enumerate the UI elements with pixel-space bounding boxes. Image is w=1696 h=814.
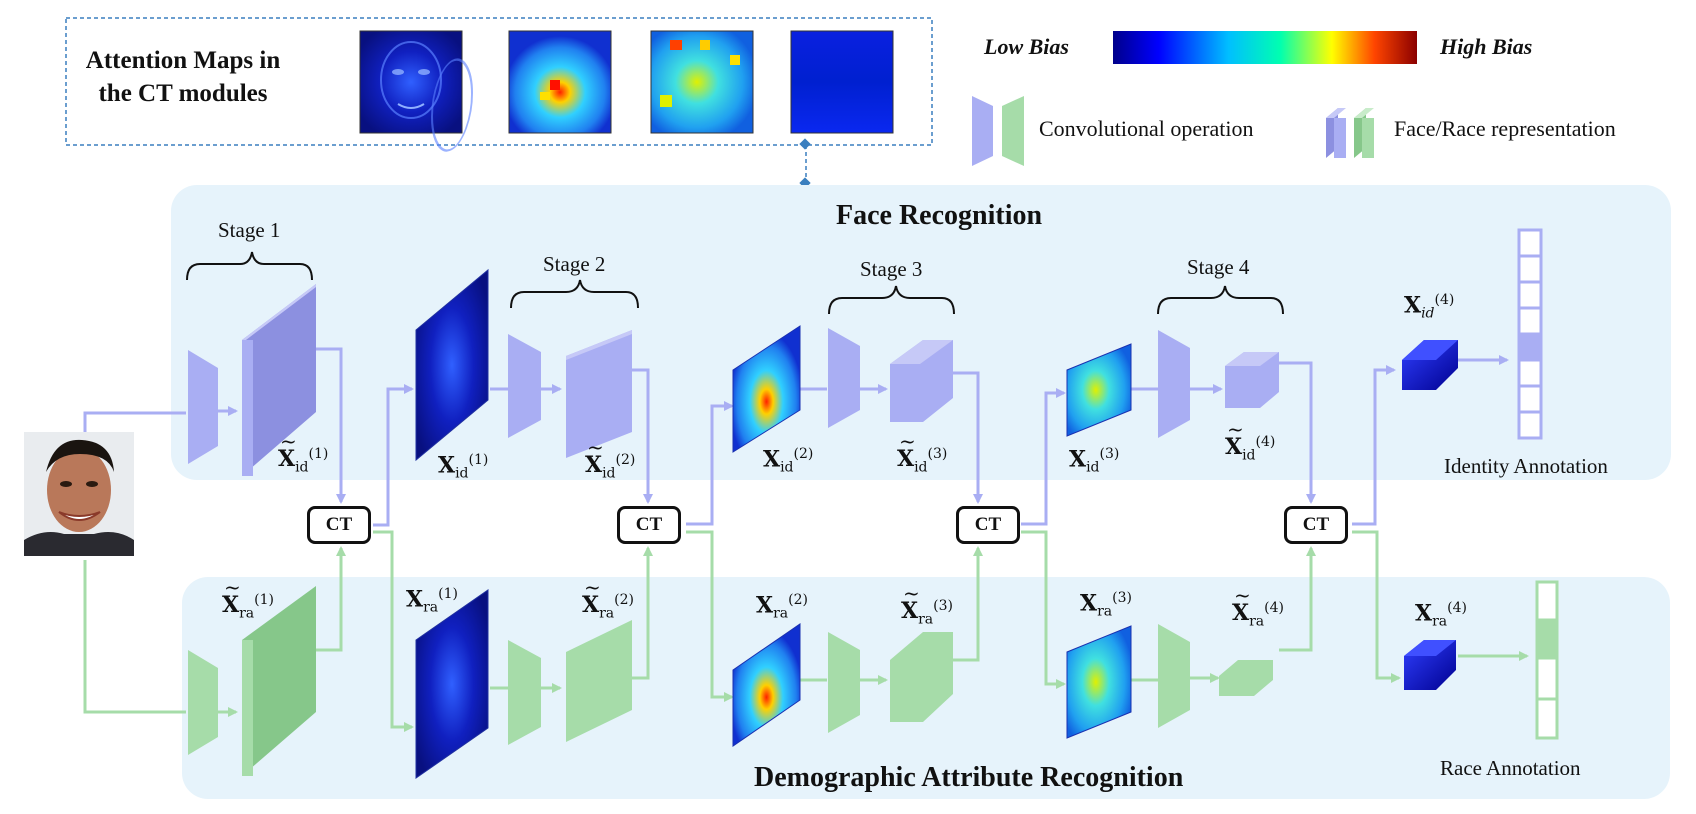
label-xtilde-1-id: Xid(1) <box>278 429 328 475</box>
stage-3-label: Stage 3 <box>860 257 923 281</box>
attention-map-2 <box>508 30 612 134</box>
identity-annotation-vector <box>1517 228 1543 440</box>
stage1-brace <box>186 251 313 281</box>
conv2-ra <box>508 640 541 745</box>
race-annotation-vector <box>1535 580 1559 740</box>
ct-module-4: CT <box>1284 506 1348 544</box>
stage2-brace <box>510 279 639 309</box>
ct-module-1: CT <box>307 506 371 544</box>
block1-ra <box>242 586 316 776</box>
conv4-id <box>1158 330 1190 438</box>
face-photo-icon <box>24 432 134 556</box>
label-xtilde-3-id: Xid(3) <box>897 429 947 475</box>
label-x-2-id: Xid(2) <box>763 446 814 476</box>
label-xtilde-2-id: Xid(2) <box>585 435 635 481</box>
label-xtilde-2-ra: Xra(2) <box>582 575 634 621</box>
conv-green-icon <box>1002 96 1024 166</box>
race-annotation-label: Race Annotation <box>1440 756 1581 780</box>
ct-module-2: CT <box>617 506 681 544</box>
block3-id <box>890 340 953 422</box>
demographic-title: Demographic Attribute Recognition <box>754 762 1184 793</box>
heatmap-x2-id <box>732 325 801 453</box>
conv1-ra <box>188 650 218 755</box>
conv4-ra <box>1158 624 1190 728</box>
label-xtilde-3-ra: Xra(3) <box>901 581 953 627</box>
attention-map-3 <box>650 30 754 134</box>
ct-module-3: CT <box>956 506 1020 544</box>
rep-green-icon <box>1354 108 1374 158</box>
stage-4-label: Stage 4 <box>1187 255 1250 279</box>
input-to-conv1-ra <box>83 560 186 714</box>
label-x-4-id: Xid(4) <box>1404 292 1455 322</box>
block2-id <box>566 330 632 458</box>
rep-legend-label: Face/Race representation <box>1394 116 1616 141</box>
high-bias-label: High Bias <box>1440 34 1533 59</box>
stage-1-label: Stage 1 <box>218 218 281 242</box>
low-bias-label: Low Bias <box>984 34 1069 59</box>
label-x-1-id: Xid(1) <box>438 452 489 482</box>
block4-id <box>1225 352 1279 408</box>
heatmap-x2-ra <box>732 623 801 747</box>
block2-ra <box>566 620 632 742</box>
stage-2-label: Stage 2 <box>543 252 606 276</box>
conv3-ra <box>828 632 860 733</box>
label-x-3-ra: Xra(3) <box>1080 590 1132 620</box>
heatmap-x3-id <box>1066 343 1132 437</box>
attention-panel-title: Attention Maps in the CT modules <box>85 47 281 107</box>
conv2-id <box>508 334 541 438</box>
block4-ra <box>1219 660 1273 696</box>
label-x-2-ra: Xra(2) <box>756 592 808 622</box>
stage4-brace <box>1157 285 1284 315</box>
heatmap-x3-ra <box>1066 625 1132 739</box>
identity-annotation-label: Identity Annotation <box>1444 454 1608 478</box>
output-cube-id <box>1402 340 1458 390</box>
attention-map-4 <box>790 30 894 134</box>
block1-id <box>242 284 316 476</box>
bias-colorbar <box>1113 31 1417 64</box>
label-xtilde-1-ra: Xra(1) <box>222 575 274 621</box>
label-xtilde-4-id: Xid(4) <box>1225 417 1275 463</box>
heatmap-x1-id <box>415 58 489 462</box>
conv-purple-icon <box>972 96 993 166</box>
conv1-id <box>188 350 218 464</box>
block3-ra <box>890 632 953 722</box>
conv-legend-label: Convolutional operation <box>1039 116 1254 141</box>
label-x-3-id: Xid(3) <box>1069 446 1120 476</box>
label-x-1-ra: Xra(1) <box>406 586 458 616</box>
face-recognition-panel <box>171 185 1671 480</box>
stage3-brace <box>828 285 955 315</box>
rep-purple-icon <box>1326 108 1346 158</box>
label-xtilde-4-ra: Xra(4) <box>1232 583 1284 629</box>
face-recognition-title: Face Recognition <box>836 200 1043 231</box>
attention-map-1 <box>359 30 463 134</box>
label-x-4-ra: Xra(4) <box>1415 600 1467 630</box>
output-cube-ra <box>1404 640 1456 690</box>
heatmap-x1-ra <box>415 589 489 779</box>
conv3-id <box>828 328 860 428</box>
